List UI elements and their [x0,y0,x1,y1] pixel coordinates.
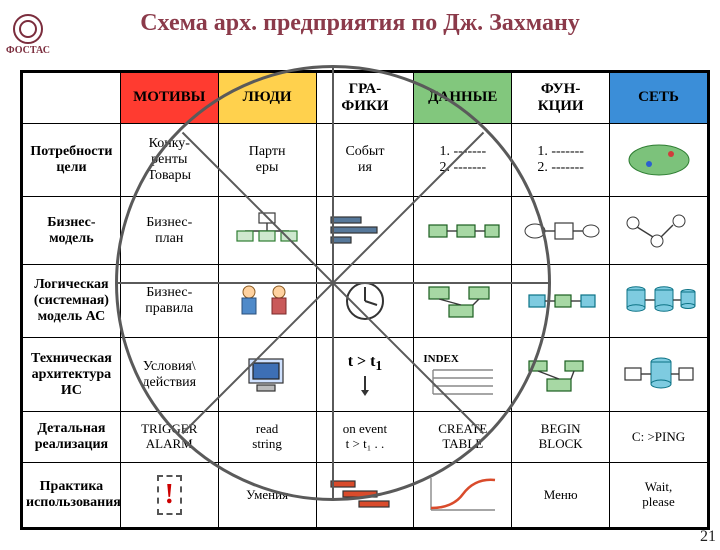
logo: ФОСТАС [6,14,50,56]
cell-biz-network [610,197,708,265]
row-biz: Бизнес- модель [23,197,121,265]
cell-practice-motives: ! [120,463,218,528]
cell-detailed-functions: BEGIN BLOCK [512,411,610,462]
cell-logical-network [610,265,708,338]
col-schedules: ГРА- ФИКИ [316,73,414,124]
cell-tech-data: INDEX [414,338,512,411]
logo-text: ФОСТАС [6,45,50,56]
row-goals: Потребности цели [23,124,121,197]
cell-detailed-schedules: on event t > t₁ . . [316,411,414,462]
cell-tech-functions [512,338,610,411]
row-detailed: Детальная реализация [23,411,121,462]
cell-practice-network: Wait, please [610,463,708,528]
cell-tech-people [218,338,316,411]
cell-biz-motives: Бизнес- план [120,197,218,265]
zachman-grid: МОТИВЫЛЮДИГРА- ФИКИДАННЫЕФУН- КЦИИСЕТЬ П… [20,70,710,530]
cell-detailed-motives: TRIGGER ALARM [120,411,218,462]
cell-biz-functions [512,197,610,265]
cell-goals-schedules: Событ ия [316,124,414,197]
col-functions: ФУН- КЦИИ [512,73,610,124]
cell-practice-functions: Меню [512,463,610,528]
cell-biz-people [218,197,316,265]
col-people: ЛЮДИ [218,73,316,124]
row-tech: Техническая архитектура ИС [23,338,121,411]
cell-logical-people [218,265,316,338]
cell-goals-people: Партн еры [218,124,316,197]
zachman-table: МОТИВЫЛЮДИГРА- ФИКИДАННЫЕФУН- КЦИИСЕТЬ П… [22,72,708,528]
cell-detailed-data: CREATE TABLE [414,411,512,462]
col-data: ДАННЫЕ [414,73,512,124]
cell-goals-motives: Конку- ренты Товары [120,124,218,197]
page-number: 21 [700,528,716,546]
cell-logical-functions [512,265,610,338]
col-network: СЕТЬ [610,73,708,124]
cell-logical-schedules [316,265,414,338]
row-logical: Логическая (системная) модель АС [23,265,121,338]
col-motives: МОТИВЫ [120,73,218,124]
cell-logical-motives: Бизнес- правила [120,265,218,338]
cell-goals-functions: 1. ------- 2. ------- [512,124,610,197]
cell-logical-data [414,265,512,338]
cell-practice-schedules [316,463,414,528]
cell-goals-network [610,124,708,197]
cell-goals-data: 1. ------- 2. ------- [414,124,512,197]
cell-practice-data [414,463,512,528]
cell-detailed-network: C: >PING [610,411,708,462]
cell-detailed-people: read string [218,411,316,462]
page-title: Схема арх. предприятия по Дж. Захману [0,10,720,37]
cell-biz-schedules [316,197,414,265]
cell-biz-data [414,197,512,265]
cell-tech-motives: Условия\ действия [120,338,218,411]
row-practice: Практика использования [23,463,121,528]
cell-tech-schedules: t > t1 [316,338,414,411]
cell-tech-network [610,338,708,411]
cell-practice-people: Умения [218,463,316,528]
